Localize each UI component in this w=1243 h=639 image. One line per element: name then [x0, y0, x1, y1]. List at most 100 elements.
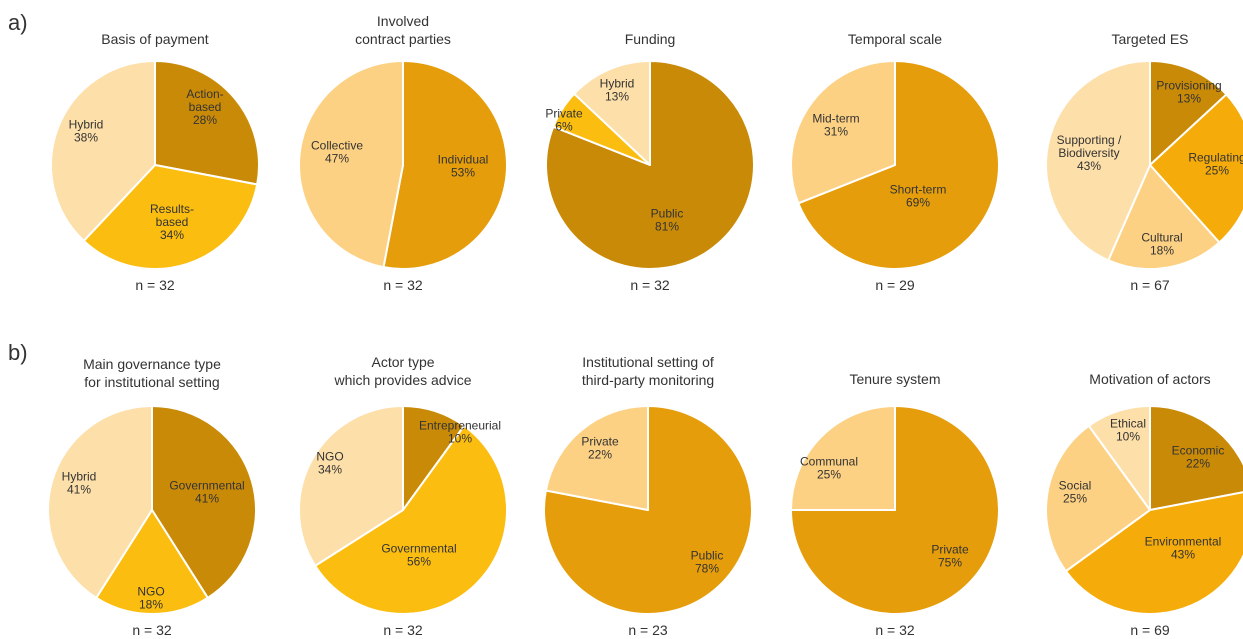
slice-label: 56% [407, 555, 431, 569]
slice-label: 10% [448, 432, 472, 446]
slice-label: 47% [325, 152, 349, 166]
slice-label: Environmental [1145, 535, 1222, 549]
slice-label: 6% [555, 120, 573, 134]
slice-label: Social [1059, 479, 1092, 493]
pie-slice [154, 60, 260, 186]
slice-label: NGO [137, 585, 164, 599]
slice-label: 69% [906, 196, 930, 210]
sample-size-label: n = 32 [383, 622, 423, 638]
sample-size-label: n = 32 [383, 277, 423, 293]
pie-slice [573, 60, 651, 166]
slice-label: Provisioning [1156, 79, 1221, 93]
chart-title-line: Tenure system [849, 371, 941, 387]
slice-label: 34% [318, 463, 342, 477]
sample-size-label: n = 32 [630, 277, 670, 293]
pie-slice [50, 60, 156, 242]
chart-title: Institutional setting of third-party moni… [528, 353, 768, 389]
pie-slice [1149, 405, 1243, 511]
slice-label: Public [651, 207, 684, 221]
panel-label-b: b) [8, 340, 28, 365]
slice-label: 10% [1116, 430, 1140, 444]
slice-label: 38% [74, 131, 98, 145]
slice-label: Hybrid [62, 470, 97, 484]
pie-slice [797, 60, 1000, 270]
slice-label: Action- [186, 87, 223, 101]
slice-label: Short-term [890, 183, 947, 197]
pie-slice [382, 60, 508, 270]
pie-slice [1087, 405, 1151, 511]
pie-slice [298, 405, 404, 567]
slice-label: Collective [311, 139, 363, 153]
chart-title: Funding [530, 30, 770, 48]
pie-slice [314, 424, 508, 615]
pie-slice [544, 405, 649, 511]
sample-size-label: n = 67 [1130, 277, 1170, 293]
pie-slice [1045, 60, 1151, 262]
slice-label: 43% [1171, 548, 1195, 562]
slice-label: 13% [1177, 92, 1201, 106]
slice-label: 41% [67, 483, 91, 497]
chart-title: Actor type which provides advice [283, 353, 523, 389]
pie-slice [790, 405, 896, 511]
chart-title-line: contract parties [355, 31, 451, 47]
slice-label: Ethical [1110, 417, 1146, 431]
chart-title: Tenure system [775, 370, 1015, 388]
slice-label: Biodiversity [1058, 146, 1119, 160]
pie-slice [1044, 424, 1151, 573]
chart-title-line: for institutional setting [84, 374, 220, 390]
chart-title-line: which provides advice [334, 372, 472, 388]
slice-label: 22% [588, 448, 612, 462]
slice-label: Hybrid [600, 77, 635, 91]
slice-label: 18% [139, 598, 163, 612]
chart-title-line: Actor type [371, 354, 435, 370]
pie-slice [47, 405, 153, 599]
slice-label: based [156, 215, 189, 229]
slice-label: 31% [824, 125, 848, 139]
slice-label: Private [545, 107, 583, 121]
slice-label: 22% [1186, 457, 1210, 471]
chart-title-line: Motivation of actors [1089, 371, 1211, 387]
slice-label: 25% [1063, 492, 1087, 506]
chart-title-line: third-party monitoring [581, 372, 715, 388]
chart-title-line: Temporal scale [847, 31, 943, 47]
slice-label: based [189, 100, 222, 114]
sample-size-label: n = 29 [875, 277, 915, 293]
slice-label: Results- [150, 202, 194, 216]
slice-label: 75% [938, 556, 962, 570]
panel-label-a: a) [8, 10, 28, 35]
slice-label: Governmental [169, 479, 244, 493]
slice-label: 13% [605, 90, 629, 104]
chart-title-line: Main governance type [83, 356, 221, 372]
sample-size-label: n = 23 [628, 622, 668, 638]
chart-title: Involved contract parties [283, 12, 523, 48]
slice-label: Mid-term [812, 112, 859, 126]
pie-slice [1064, 491, 1243, 616]
slice-label: 25% [1205, 164, 1229, 178]
pie-slice [82, 164, 259, 270]
sample-size-label: n = 69 [1130, 622, 1170, 638]
slice-label: Supporting / [1057, 133, 1122, 147]
chart-title: Temporal scale [775, 30, 1015, 48]
pie-slice [790, 405, 1000, 615]
slice-label: 28% [193, 113, 217, 127]
slice-label: 25% [817, 468, 841, 482]
slice-label: Public [691, 549, 724, 563]
pie-slice [1149, 93, 1243, 244]
pie-slice [1149, 60, 1228, 166]
slice-label: 53% [451, 166, 475, 180]
chart-title: Targeted ES [1030, 30, 1243, 48]
slice-label: 41% [195, 492, 219, 506]
chart-title-line: Basis of payment [101, 31, 209, 47]
chart-title-line: Institutional setting of [582, 354, 714, 370]
slice-label: NGO [316, 450, 343, 464]
slice-label: Economic [1172, 444, 1225, 458]
slice-label: Regulating [1188, 151, 1243, 165]
slice-label: 34% [160, 228, 184, 242]
